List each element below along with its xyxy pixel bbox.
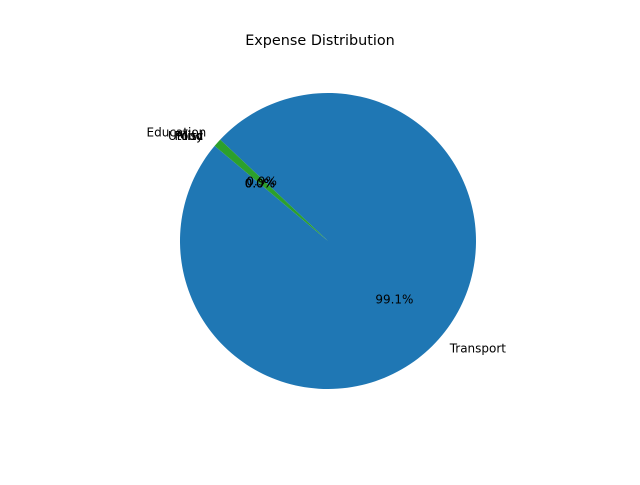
pie-slice-transport	[179, 93, 476, 390]
pie-pct-label-utility: 0.0%	[245, 176, 276, 190]
pie-pct-label-misc: 0.0%	[245, 176, 276, 190]
pie-label-transport: Transport	[449, 342, 507, 356]
pie-label-utility: Utility	[168, 129, 203, 143]
pie-pct-label-transport: 99.1%	[375, 292, 413, 306]
pie-pct-label-education: 0.9%	[246, 175, 277, 189]
pie-slice-education	[214, 139, 328, 241]
pie-slices	[179, 93, 476, 390]
chart-title: Expense Distribution	[245, 33, 395, 49]
pie-labels: Transport99.1%Education0.9%Food0.0%Misc0…	[147, 125, 507, 355]
pie-pct-label-food: 0.0%	[245, 176, 276, 190]
pie-label-education: Education	[147, 125, 207, 139]
pie-label-misc: Misc	[177, 129, 204, 143]
pie-label-food: Food	[175, 129, 204, 143]
